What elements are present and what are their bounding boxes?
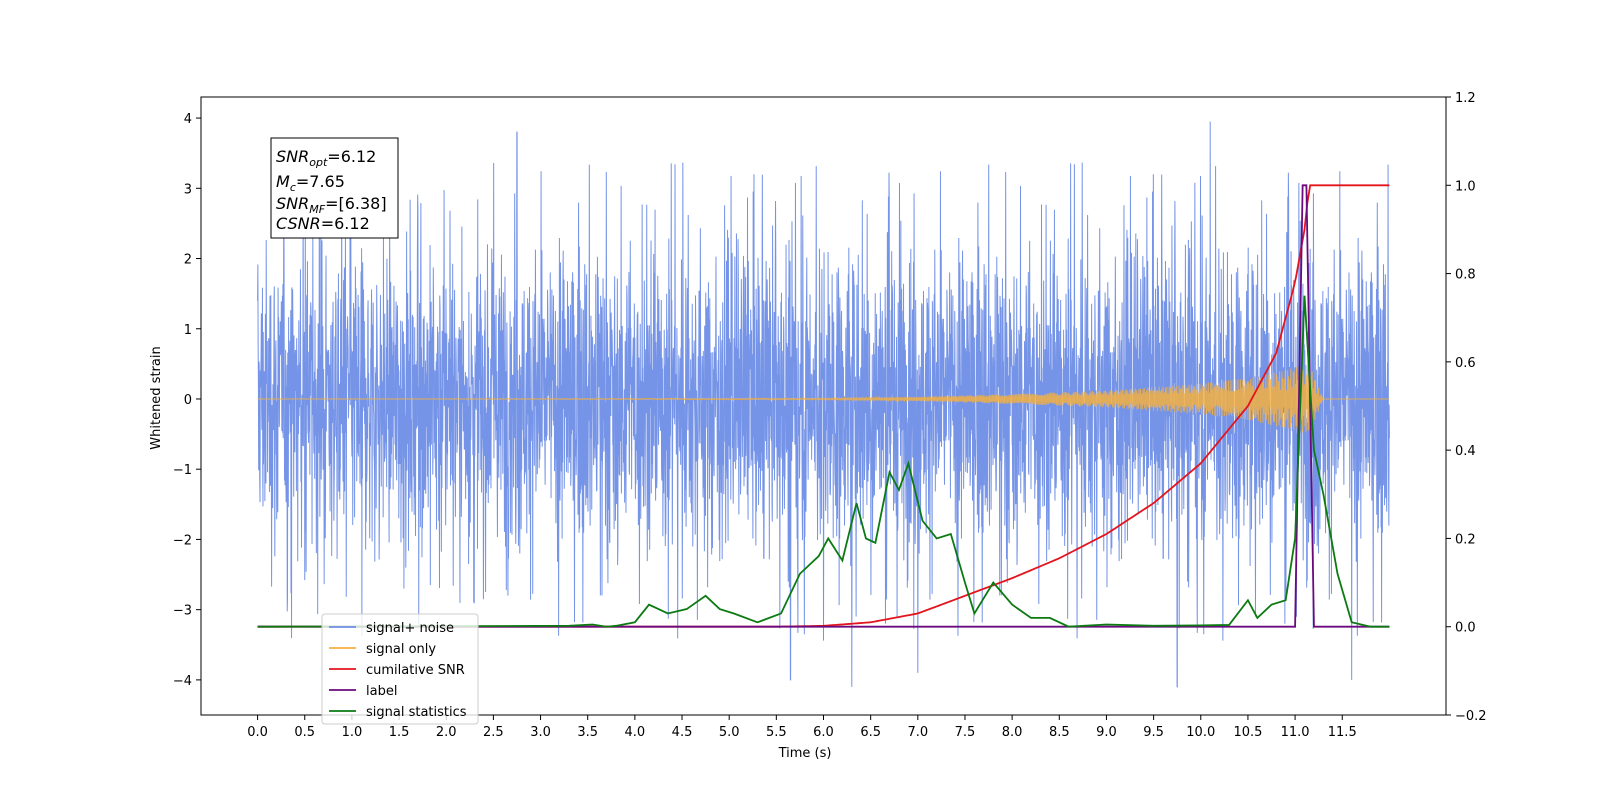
y-right-tick-label: 0.2 bbox=[1455, 532, 1476, 547]
y-right-tick-label: 0.6 bbox=[1455, 356, 1476, 371]
y-left-tick-label: 0 bbox=[184, 393, 192, 408]
info-snr-mf: SNRMF=[6.38] bbox=[276, 194, 387, 216]
y-left-tick-label: 4 bbox=[184, 112, 192, 127]
info-mc: Mc=7.65 bbox=[276, 172, 345, 194]
series-signal-noise bbox=[257, 121, 1390, 688]
x-tick-label: 1.5 bbox=[389, 725, 410, 740]
legend-label: label bbox=[366, 684, 397, 699]
x-tick-label: 3.0 bbox=[530, 725, 551, 740]
x-tick-label: 6.0 bbox=[813, 725, 834, 740]
y-right-tick-label: 0.8 bbox=[1455, 268, 1476, 283]
x-tick-label: 11.0 bbox=[1281, 725, 1310, 740]
y-left-tick-label: 1 bbox=[184, 323, 192, 338]
x-tick-label: 3.5 bbox=[577, 725, 598, 740]
x-tick-label: 5.5 bbox=[766, 725, 787, 740]
x-tick-label: 4.0 bbox=[625, 725, 646, 740]
y-right-tick-label: 1.0 bbox=[1455, 179, 1476, 194]
info-box: SNRopt=6.12 Mc=7.65 SNRMF=[6.38] CSNR=6.… bbox=[270, 137, 399, 239]
x-tick-label: 9.0 bbox=[1096, 725, 1117, 740]
x-tick-label: 0.0 bbox=[247, 725, 268, 740]
x-tick-label: 5.0 bbox=[719, 725, 740, 740]
info-csnr: CSNR=6.12 bbox=[276, 214, 370, 233]
y-right-tick-label: 0.0 bbox=[1455, 621, 1476, 636]
x-tick-label: 2.0 bbox=[436, 725, 457, 740]
x-tick-label: 7.0 bbox=[907, 725, 928, 740]
x-axis-label: Time (s) bbox=[778, 746, 832, 761]
x-tick-label: 6.5 bbox=[860, 725, 881, 740]
x-tick-label: 9.5 bbox=[1143, 725, 1164, 740]
x-tick-label: 10.0 bbox=[1186, 725, 1215, 740]
x-tick-label: 8.0 bbox=[1002, 725, 1023, 740]
legend-label: signal statistics bbox=[366, 705, 467, 720]
series-signal-statistics bbox=[257, 295, 1390, 628]
x-tick-label: 1.0 bbox=[342, 725, 363, 740]
y-left-tick-label: 3 bbox=[184, 182, 192, 197]
y-left-tick-label: −1 bbox=[173, 463, 192, 478]
y-left-tick-label: −2 bbox=[173, 533, 192, 548]
y-right-tick-label: −0.2 bbox=[1455, 709, 1487, 724]
y-axis-label: Whitened strain bbox=[149, 346, 164, 449]
y-right-tick-label: 1.2 bbox=[1455, 91, 1476, 106]
info-box-frame bbox=[270, 137, 399, 239]
x-tick-label: 11.5 bbox=[1328, 725, 1357, 740]
y-left-tick-label: −4 bbox=[173, 674, 192, 689]
series-signal-only bbox=[257, 364, 1390, 433]
legend: signal+ noise signal only cumilative SNR la… bbox=[321, 613, 479, 725]
x-tick-label: 0.5 bbox=[294, 725, 315, 740]
legend-frame bbox=[321, 613, 479, 725]
x-tick-label: 10.5 bbox=[1233, 725, 1262, 740]
axes: 0.0 0.5 1.0 1.5 2.0 2.5 3.0 3.5 4.0 4.5 5.0 5.5 6.0 6… bbox=[173, 91, 1487, 740]
x-tick-label: 4.5 bbox=[672, 725, 693, 740]
info-snr-opt: SNRopt=6.12 bbox=[276, 147, 376, 169]
legend-label: cumilative SNR bbox=[366, 663, 465, 678]
y-left-tick-label: −3 bbox=[173, 604, 192, 619]
y-right-tick-label: 0.4 bbox=[1455, 444, 1476, 459]
x-tick-label: 2.5 bbox=[483, 725, 504, 740]
y-left-tick-label: 2 bbox=[184, 253, 192, 268]
x-tick-label: 7.5 bbox=[955, 725, 976, 740]
legend-label: signal only bbox=[366, 642, 436, 657]
x-tick-label: 8.5 bbox=[1049, 725, 1070, 740]
series-label bbox=[257, 184, 1390, 628]
legend-label: signal+ noise bbox=[366, 621, 454, 636]
